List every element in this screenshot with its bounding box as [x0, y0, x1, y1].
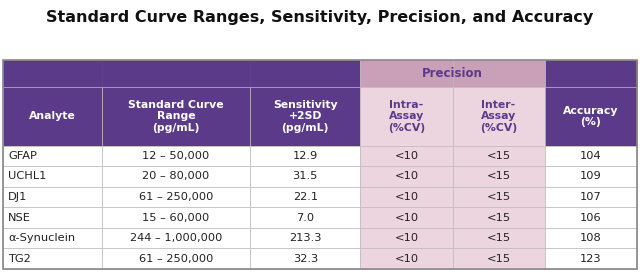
- Text: 213.3: 213.3: [289, 233, 321, 243]
- Text: Inter-
Assay
(%CV): Inter- Assay (%CV): [480, 100, 517, 133]
- Text: 123: 123: [580, 254, 602, 264]
- Text: <15: <15: [486, 254, 511, 264]
- Text: <10: <10: [394, 151, 419, 161]
- Text: 12.9: 12.9: [292, 151, 318, 161]
- Text: <15: <15: [486, 213, 511, 222]
- Text: 109: 109: [580, 171, 602, 182]
- Text: 104: 104: [580, 151, 602, 161]
- Text: 22.1: 22.1: [292, 192, 318, 202]
- Text: Accuracy
(%): Accuracy (%): [563, 106, 618, 127]
- Text: GFAP: GFAP: [8, 151, 37, 161]
- Text: TG2: TG2: [8, 254, 31, 264]
- Text: α-Synuclein: α-Synuclein: [8, 233, 76, 243]
- Text: <10: <10: [394, 171, 419, 182]
- Text: 31.5: 31.5: [292, 171, 318, 182]
- Text: 32.3: 32.3: [292, 254, 318, 264]
- Text: 107: 107: [580, 192, 602, 202]
- Text: Standard Curve
Range
(pg/mL): Standard Curve Range (pg/mL): [128, 100, 224, 133]
- Text: <15: <15: [486, 171, 511, 182]
- Text: 15 – 60,000: 15 – 60,000: [143, 213, 210, 222]
- Text: <10: <10: [394, 254, 419, 264]
- Text: 7.0: 7.0: [296, 213, 314, 222]
- Text: DJ1: DJ1: [8, 192, 28, 202]
- Text: 20 – 80,000: 20 – 80,000: [143, 171, 210, 182]
- Text: <15: <15: [486, 233, 511, 243]
- Text: 106: 106: [580, 213, 602, 222]
- Text: Analyte: Analyte: [29, 111, 76, 121]
- Text: Intra-
Assay
(%CV): Intra- Assay (%CV): [388, 100, 425, 133]
- Text: <10: <10: [394, 213, 419, 222]
- Text: NSE: NSE: [8, 213, 31, 222]
- Text: <10: <10: [394, 192, 419, 202]
- Text: 244 – 1,000,000: 244 – 1,000,000: [130, 233, 222, 243]
- Text: Standard Curve Ranges, Sensitivity, Precision, and Accuracy: Standard Curve Ranges, Sensitivity, Prec…: [46, 10, 594, 25]
- Text: 61 – 250,000: 61 – 250,000: [139, 192, 213, 202]
- Text: Precision: Precision: [422, 67, 483, 80]
- Text: 12 – 50,000: 12 – 50,000: [143, 151, 210, 161]
- Text: <15: <15: [486, 151, 511, 161]
- Text: Sensitivity
+2SD
(pg/mL): Sensitivity +2SD (pg/mL): [273, 100, 338, 133]
- Text: 108: 108: [580, 233, 602, 243]
- Text: <10: <10: [394, 233, 419, 243]
- Text: 61 – 250,000: 61 – 250,000: [139, 254, 213, 264]
- Text: UCHL1: UCHL1: [8, 171, 47, 182]
- Text: <15: <15: [486, 192, 511, 202]
